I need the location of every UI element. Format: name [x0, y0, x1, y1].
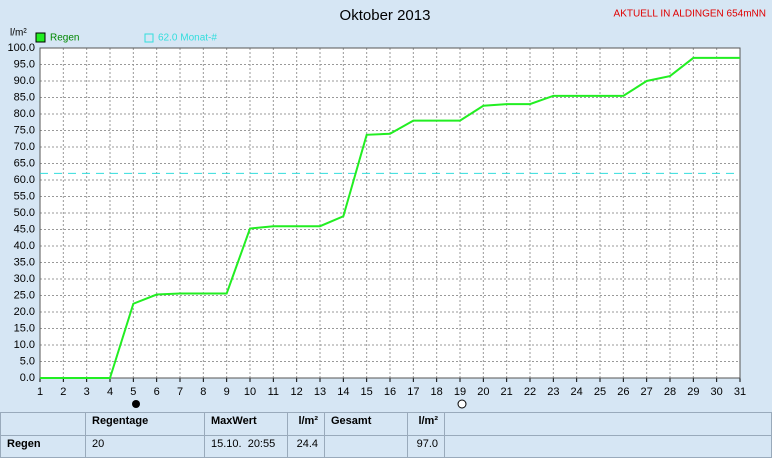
x-tick-label: 31	[734, 386, 746, 398]
summary-table: Regentage MaxWert l/m² Gesamt l/m² Regen…	[0, 412, 772, 458]
y-axis-label: l/m²	[10, 28, 27, 39]
x-tick-label: 11	[268, 386, 279, 398]
plot-border	[39, 47, 741, 379]
x-tick-label: 1	[37, 386, 43, 398]
cell: 20	[85, 434, 205, 458]
y-tick-label: 45.0	[14, 223, 35, 235]
y-tick-label: 35.0	[14, 256, 35, 268]
x-tick-label: 9	[224, 386, 230, 398]
y-tick-label: 60.0	[14, 174, 35, 186]
y-tick-label: 90.0	[14, 75, 35, 87]
moon-icon	[132, 400, 140, 408]
legend-swatch	[35, 32, 46, 43]
cell	[324, 434, 408, 458]
y-tick-label: 25.0	[14, 289, 35, 301]
header: Regentage	[85, 412, 205, 436]
header: l/m²	[407, 412, 445, 436]
cell: 15.10. 20:55	[204, 434, 288, 458]
header: Gesamt	[324, 412, 408, 436]
y-tick-label: 80.0	[14, 108, 35, 120]
x-tick-label: 10	[244, 386, 256, 398]
x-tick-label: 4	[107, 386, 113, 398]
x-tick-label: 26	[617, 386, 629, 398]
y-tick-label: 40.0	[14, 240, 35, 252]
x-tick-label: 21	[501, 386, 513, 398]
x-tick-label: 22	[524, 386, 536, 398]
chart: Oktober 2013 AKTUELL IN ALDINGEN 654mNN …	[7, 7, 766, 409]
y-tick-label: 70.0	[14, 141, 35, 153]
x-tick-label: 16	[384, 386, 396, 398]
x-tick-label: 14	[337, 386, 349, 398]
x-tick-label: 6	[154, 386, 160, 398]
chart-title: Oktober 2013	[340, 7, 431, 24]
x-tick-label: 19	[454, 386, 466, 398]
x-tick-label: 24	[571, 386, 583, 398]
x-tick-label: 27	[641, 386, 653, 398]
y-tick-label: 75.0	[14, 124, 35, 136]
y-tick-label: 20.0	[14, 306, 35, 318]
y-tick-label: 15.0	[14, 322, 35, 334]
legend-swatch	[144, 33, 154, 43]
annotation: AKTUELL IN ALDINGEN 654mNN	[614, 9, 766, 20]
y-tick-label: 100.0	[7, 42, 35, 54]
y-tick-label: 65.0	[14, 157, 35, 169]
cell	[444, 412, 772, 436]
data-line	[40, 56, 740, 379]
cell	[0, 412, 86, 436]
x-tick-label: 12	[291, 386, 303, 398]
y-tick-label: 50.0	[14, 207, 35, 219]
x-tick-label: 8	[200, 386, 206, 398]
legend-label: 62.0 Monat-#	[158, 33, 217, 44]
row-label: Regen	[0, 434, 86, 458]
x-tick-label: 13	[314, 386, 326, 398]
x-tick-label: 5	[130, 386, 136, 398]
x-tick-label: 28	[664, 386, 676, 398]
y-tick-label: 55.0	[14, 190, 35, 202]
x-tick-label: 3	[84, 386, 90, 398]
x-tick-label: 23	[547, 386, 559, 398]
y-tick-label: 0.0	[20, 372, 35, 384]
y-tick-label: 85.0	[14, 91, 35, 103]
y-tick-label: 30.0	[14, 273, 35, 285]
x-tick-label: 17	[407, 386, 419, 398]
x-tick-label: 2	[60, 386, 66, 398]
x-tick-label: 25	[594, 386, 606, 398]
header: l/m²	[287, 412, 325, 436]
y-tick-label: 95.0	[14, 58, 35, 70]
x-tick-label: 29	[687, 386, 699, 398]
x-tick-label: 30	[711, 386, 723, 398]
header: MaxWert	[204, 412, 288, 436]
cell: 97.0	[407, 434, 445, 458]
moon-icon	[457, 399, 467, 409]
x-tick-label: 20	[477, 386, 489, 398]
x-tick-label: 15	[361, 386, 373, 398]
x-tick-label: 7	[177, 386, 183, 398]
cell	[444, 434, 772, 458]
y-tick-label: 10.0	[14, 339, 35, 351]
cell: 24.4	[287, 434, 325, 458]
x-tick-label: 18	[431, 386, 443, 398]
legend-label: Regen	[50, 33, 79, 44]
y-tick-label: 5.0	[20, 355, 35, 367]
